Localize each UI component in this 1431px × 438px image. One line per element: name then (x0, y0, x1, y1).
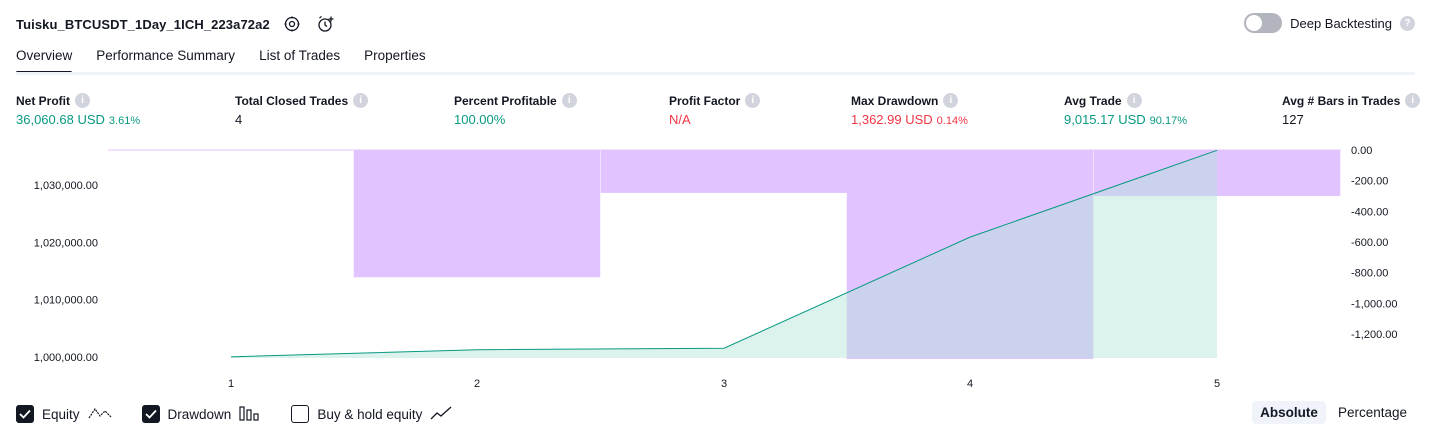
legend-label: Drawdown (167, 406, 232, 422)
drawdown-bar (600, 150, 848, 193)
right-axis-tick-label: -200.00 (1351, 176, 1388, 188)
legend-buy-hold[interactable]: Buy & hold equity (291, 405, 452, 423)
x-axis-tick-label: 4 (967, 378, 973, 390)
add-alert-icon[interactable] (314, 12, 338, 36)
drawdown-checkbox[interactable] (141, 405, 160, 423)
metric-max-drawdown: Max Drawdown i 1,362.99 USD 0.14% (851, 93, 968, 127)
info-icon[interactable]: i (745, 93, 761, 108)
left-axis-tick-label: 1,010,000.00 (34, 295, 98, 307)
metric-value: N/A (669, 112, 691, 127)
display-mode-switch: Absolute Percentage (1252, 401, 1415, 424)
metric-label: Net Profit (16, 93, 70, 108)
metric-percent: 3.61% (108, 115, 141, 127)
metric-avg-trade: Avg Trade i 9,015.17 USD 90.17% (1064, 93, 1187, 127)
info-icon[interactable]: i (1405, 93, 1421, 108)
tab-bar: Overview Performance Summary List of Tra… (16, 44, 450, 74)
tab-overview[interactable]: Overview (16, 44, 73, 74)
legend-label: Buy & hold equity (317, 406, 423, 422)
legend-equity[interactable]: Equity (16, 405, 112, 423)
metric-percent-profitable: Percent Profitable i 100.00% (454, 93, 577, 127)
metric-label: Max Drawdown (851, 93, 939, 108)
tabs-divider (16, 72, 1415, 75)
metric-label: Avg # Bars in Trades (1282, 93, 1401, 108)
equity-line (230, 149, 1218, 358)
metric-avg-bars-in-trades: Avg # Bars in Trades i 127 (1282, 93, 1421, 127)
metric-label: Total Closed Trades (235, 93, 349, 108)
settings-icon[interactable] (280, 12, 304, 36)
deep-backtesting-label: Deep Backtesting (1290, 15, 1392, 31)
metric-label: Percent Profitable (454, 93, 557, 108)
metric-total-closed-trades: Total Closed Trades i 4 (235, 93, 369, 127)
deep-backtesting-toggle[interactable] (1244, 13, 1283, 33)
drawdown-bar (353, 150, 601, 278)
percentage-button[interactable]: Percentage (1337, 405, 1407, 420)
metric-value: 4 (235, 112, 243, 127)
equity-checkbox[interactable] (16, 405, 34, 423)
drawdown-bar (1093, 150, 1341, 197)
legend-label: Equity (42, 406, 80, 422)
metric-value: 36,060.68 USD (16, 112, 105, 127)
strategy-title: Tuisku_BTCUSDT_1Day_1ICH_223a72a2 (16, 16, 270, 32)
tab-list-of-trades[interactable]: List of Trades (259, 48, 341, 63)
equity-chart: 1,000,000.00 1,010,000.00 1,020,000.00 1,03… (34, 145, 1398, 390)
metric-label: Avg Trade (1064, 93, 1122, 108)
right-axis-tick-label: -1,000.00 (1351, 298, 1397, 310)
metric-value: 127 (1282, 112, 1304, 127)
right-axis-tick-label: -600.00 (1351, 237, 1388, 249)
metric-percent: 0.14% (936, 115, 968, 127)
left-axis-tick-label: 1,020,000.00 (34, 237, 98, 249)
buy-hold-checkbox[interactable] (291, 405, 310, 423)
right-axis-tick-label: -1,200.00 (1351, 329, 1397, 341)
metric-percent: 90.17% (1149, 115, 1187, 127)
metric-value: 9,015.17 USD (1064, 112, 1146, 127)
deep-backtesting: Deep Backtesting ? (1244, 13, 1415, 33)
info-icon[interactable]: i (943, 93, 959, 108)
tab-performance-summary[interactable]: Performance Summary (96, 48, 236, 63)
metric-net-profit: Net Profit i 36,060.68 USD 3.61% (16, 93, 140, 127)
right-axis-tick-label: -400.00 (1351, 206, 1388, 218)
equity-area (231, 150, 1217, 358)
absolute-button[interactable]: Absolute (1252, 401, 1326, 424)
x-axis-tick-label: 2 (474, 378, 480, 390)
metric-profit-factor: Profit Factor i N/A (669, 93, 761, 127)
tab-properties[interactable]: Properties (364, 48, 426, 63)
info-icon[interactable]: i (561, 93, 577, 108)
x-axis-tick-label: 1 (228, 378, 234, 390)
drawdown-bar (846, 150, 1094, 359)
buy-hold-line-icon (430, 406, 452, 423)
info-icon[interactable]: i (353, 93, 369, 108)
info-icon[interactable]: i (75, 93, 90, 108)
left-axis-tick-label: 1,030,000.00 (34, 180, 98, 192)
metric-value: 1,362.99 USD (851, 112, 933, 127)
help-icon[interactable]: ? (1400, 15, 1415, 31)
x-axis-tick-label: 5 (1214, 378, 1220, 390)
chart-legend: Equity Drawdown Buy & hold equity (16, 403, 482, 425)
right-axis-tick-label: 0.00 (1351, 145, 1372, 157)
metric-label: Profit Factor (669, 93, 741, 108)
legend-drawdown[interactable]: Drawdown (141, 405, 262, 424)
strategy-header: Tuisku_BTCUSDT_1Day_1ICH_223a72a2 (16, 12, 338, 36)
x-axis-tick-label: 3 (721, 378, 727, 390)
left-axis-tick-label: 1,000,000.00 (34, 352, 98, 364)
metric-value: 100.00% (454, 112, 506, 127)
equity-line-icon (88, 406, 112, 423)
metrics-row: Net Profit i 36,060.68 USD 3.61% Total Clo… (16, 93, 1421, 133)
right-axis-tick-label: -800.00 (1351, 268, 1388, 280)
drawdown-bars-icon (239, 405, 261, 424)
info-icon[interactable]: i (1126, 93, 1142, 108)
